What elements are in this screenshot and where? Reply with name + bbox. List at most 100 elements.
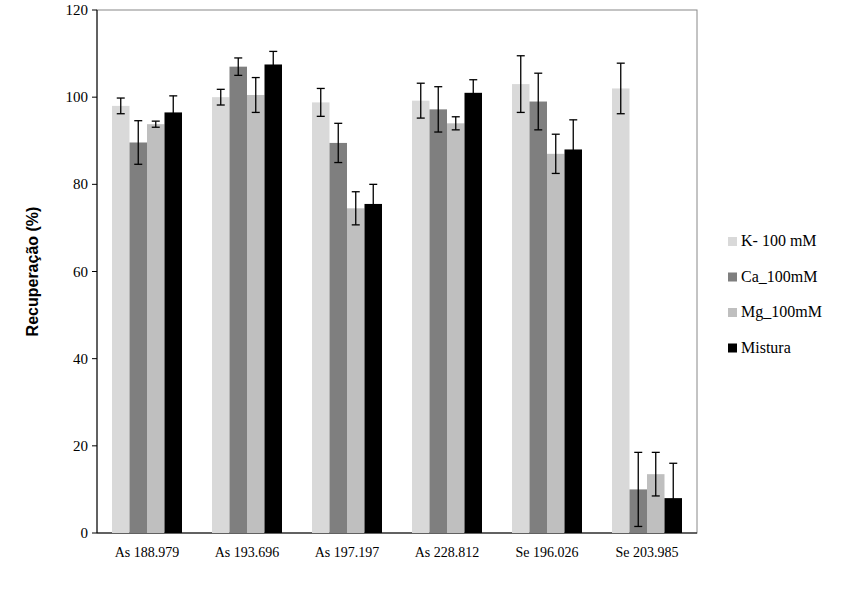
y-tick-label: 60	[73, 264, 88, 280]
error-cap	[452, 129, 460, 130]
bar	[512, 84, 530, 533]
y-tick	[92, 271, 97, 272]
error-bar	[369, 184, 377, 223]
error-cap	[117, 97, 125, 98]
bar	[130, 142, 148, 533]
error-bar	[134, 121, 142, 165]
legend-swatch	[728, 308, 737, 317]
legend-label: Mistura	[741, 339, 791, 356]
y-tick-label: 120	[66, 2, 89, 18]
error-cap	[317, 88, 325, 89]
error-line	[555, 134, 556, 173]
error-bar	[217, 89, 225, 105]
error-line	[338, 123, 339, 162]
error-line	[455, 117, 456, 130]
error-bar	[452, 117, 460, 130]
error-bar	[317, 88, 325, 116]
error-cap	[552, 134, 560, 135]
error-cap	[534, 129, 542, 130]
error-cap	[552, 173, 560, 174]
error-line	[655, 452, 656, 496]
error-cap	[569, 178, 577, 179]
error-cap	[469, 79, 477, 80]
error-line	[373, 184, 374, 223]
error-line	[155, 121, 156, 127]
error-cap	[569, 119, 577, 120]
bar	[230, 67, 248, 533]
y-tick	[92, 184, 97, 185]
error-cap	[617, 63, 625, 64]
chart-container: 020406080100120Recuperação (%)As 188.979…	[0, 0, 857, 601]
legend-label: K- 100 mM	[741, 232, 817, 249]
bar	[112, 106, 130, 533]
bar	[547, 154, 565, 533]
error-bar	[417, 83, 425, 118]
legend-label: Ca_100mM	[741, 268, 817, 285]
error-bar	[517, 56, 525, 113]
error-line	[138, 121, 139, 165]
error-line	[320, 88, 321, 116]
bar	[347, 208, 365, 533]
error-bar	[634, 452, 642, 526]
error-bar	[569, 120, 577, 179]
x-tick-label: Se 196.026	[516, 545, 579, 560]
error-cap	[217, 104, 225, 105]
error-line	[355, 192, 356, 225]
error-cap	[517, 112, 525, 113]
error-line	[220, 89, 221, 105]
legend-label: Mg_100mM	[741, 303, 822, 321]
error-bar	[169, 96, 177, 129]
bar	[247, 95, 265, 533]
error-cap	[469, 105, 477, 106]
bars-group	[112, 51, 682, 533]
error-cap	[517, 55, 525, 56]
error-line	[538, 73, 539, 130]
error-bar	[234, 58, 242, 75]
error-bar	[652, 452, 660, 496]
bar	[465, 93, 483, 533]
error-line	[638, 452, 639, 526]
error-cap	[434, 86, 442, 87]
error-line	[573, 120, 574, 179]
bar	[147, 124, 165, 533]
bar	[265, 64, 283, 533]
bar	[165, 112, 183, 533]
y-tick-label: 0	[81, 525, 89, 541]
error-bar	[352, 192, 360, 225]
y-tick-label: 40	[73, 351, 88, 367]
chart-svg: 020406080100120Recuperação (%)As 188.979…	[0, 0, 857, 601]
error-line	[520, 56, 521, 113]
bar	[447, 123, 465, 533]
y-tick-label: 20	[73, 438, 88, 454]
x-tick-label: As 228.812	[415, 545, 480, 560]
error-cap	[617, 113, 625, 114]
error-cap	[169, 128, 177, 129]
y-tick	[92, 358, 97, 359]
error-bar	[434, 87, 442, 132]
plot-frame	[97, 10, 697, 533]
y-axis-label: Recuperação (%)	[24, 207, 41, 337]
y-tick	[92, 97, 97, 98]
x-tick-label: As 197.197	[315, 545, 380, 560]
error-bar	[469, 80, 477, 106]
bar	[530, 102, 548, 533]
y-tick-label: 100	[66, 89, 89, 105]
error-line	[438, 87, 439, 132]
error-line	[473, 80, 474, 106]
error-cap	[134, 120, 142, 121]
bar	[412, 101, 430, 533]
error-cap	[234, 75, 242, 76]
error-line	[255, 78, 256, 113]
error-bar	[552, 134, 560, 173]
error-line	[620, 63, 621, 114]
error-bar	[669, 463, 677, 533]
y-tick	[92, 445, 97, 446]
error-cap	[669, 463, 677, 464]
x-tick-label: As 193.696	[215, 545, 280, 560]
error-line	[120, 98, 121, 114]
error-cap	[334, 123, 342, 124]
bar	[212, 97, 230, 533]
error-cap	[369, 184, 377, 185]
y-tick-label: 80	[73, 176, 88, 192]
bar	[430, 109, 448, 533]
